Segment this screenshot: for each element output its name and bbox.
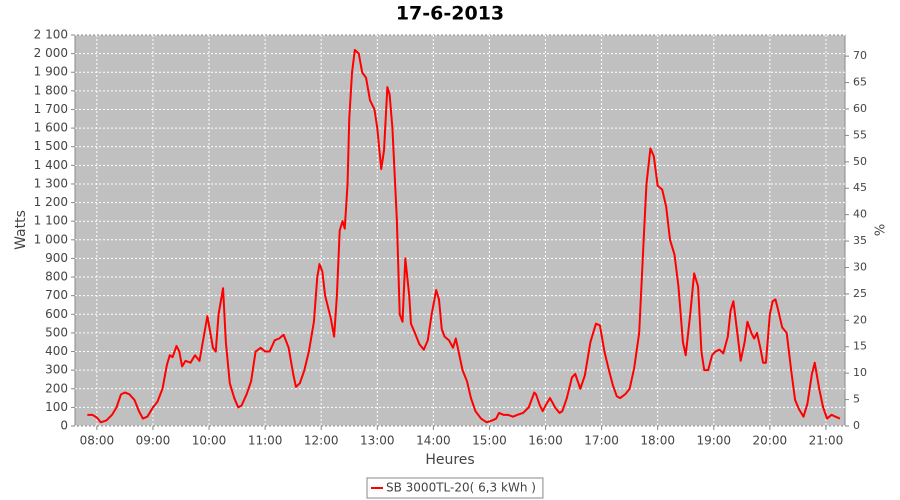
x-tick-label: 15:00 (472, 434, 507, 448)
x-tick-label: 17:00 (584, 434, 619, 448)
x-tick-label: 18:00 (640, 434, 675, 448)
y2-axis-label: % (874, 224, 889, 236)
x-tick-label: 14:00 (416, 434, 451, 448)
y-tick-label: 300 (45, 363, 68, 377)
y2-tick-label: 30 (853, 260, 867, 273)
y-tick-label: 1 600 (34, 121, 68, 135)
legend-label: SB 3000TL-20( 6,3 kWh ) (386, 481, 536, 495)
y-tick-label: 1 400 (34, 158, 68, 172)
y-tick-label: 600 (45, 307, 68, 321)
y-tick-label: 200 (45, 381, 68, 395)
legend-box (366, 477, 544, 499)
y-tick-label: 1 900 (34, 65, 68, 79)
y-tick-label: 700 (45, 288, 68, 302)
y2-tick-label: 45 (853, 181, 867, 194)
y2-tick-label: 35 (853, 234, 867, 247)
y-tick-label: 2 000 (34, 46, 68, 60)
y2-tick-label: 20 (853, 313, 867, 326)
y2-tick-label: 55 (853, 128, 867, 141)
chart-title: 17-6-2013 (396, 3, 504, 25)
y2-tick-label: 60 (853, 102, 867, 115)
legend: SB 3000TL-20( 6,3 kWh ) (366, 477, 544, 499)
y-tick-label: 400 (45, 344, 68, 358)
x-tick-label: 21:00 (809, 434, 844, 448)
x-axis-label: Heures (425, 452, 474, 468)
y2-tick-label: 5 (853, 393, 860, 406)
y-tick-label: 2 100 (34, 28, 68, 42)
y-axis-label: Watts (13, 210, 29, 250)
y-tick-label: 1 200 (34, 195, 68, 209)
y2-tick-label: 40 (853, 208, 867, 221)
y-tick-label: 1 000 (34, 232, 68, 246)
x-tick-label: 09:00 (136, 434, 171, 448)
y-tick-label: 500 (45, 325, 68, 339)
y-tick-label: 900 (45, 251, 68, 265)
y2-tick-label: 65 (853, 76, 867, 89)
x-tick-label: 12:00 (304, 434, 339, 448)
y-tick-label: 0 (60, 419, 68, 433)
y-tick-label: 1 500 (34, 139, 68, 153)
x-tick-label: 08:00 (80, 434, 115, 448)
y2-tick-label: 25 (853, 287, 867, 300)
x-tick-label: 10:00 (192, 434, 227, 448)
data-line (87, 48, 841, 424)
y-tick-label: 1 700 (34, 102, 68, 116)
x-tick-label: 20:00 (753, 434, 788, 448)
y-tick-label: 1 300 (34, 176, 68, 190)
x-tick-label: 11:00 (248, 434, 283, 448)
y-tick-label: 1 100 (34, 214, 68, 228)
y2-tick-label: 10 (853, 366, 867, 379)
y2-tick-label: 15 (853, 340, 867, 353)
y-tick-label: 800 (45, 270, 68, 284)
y2-tick-label: 50 (853, 155, 867, 168)
plot-area (74, 34, 846, 427)
y2-tick-label: 70 (853, 49, 867, 62)
x-tick-label: 16:00 (528, 434, 563, 448)
x-tick-label: 19:00 (696, 434, 731, 448)
x-tick-label: 13:00 (360, 434, 395, 448)
y-tick-label: 1 800 (34, 83, 68, 97)
y2-tick-label: 0 (853, 419, 860, 432)
y-tick-label: 100 (45, 400, 68, 414)
